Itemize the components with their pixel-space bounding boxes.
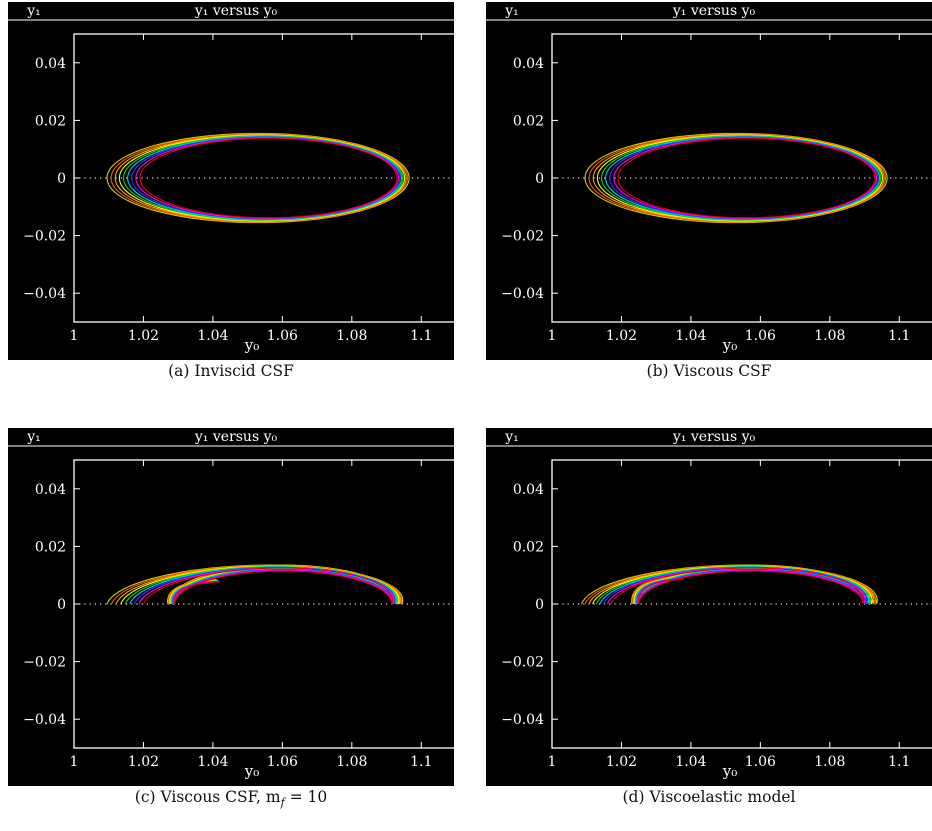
x-tick-label: 1.02 xyxy=(128,754,159,770)
trajectory-curve xyxy=(139,137,398,219)
chart-title: y₁ versus y₀ xyxy=(194,429,278,445)
x-tick-label: 1.06 xyxy=(745,754,776,770)
chart-title: y₁ versus y₀ xyxy=(194,3,278,19)
x-tick-label: 1.04 xyxy=(675,328,706,344)
x-tick-label: 1.08 xyxy=(336,754,367,770)
y-tick-label: 0 xyxy=(57,171,66,187)
trajectory-curves xyxy=(584,132,888,224)
x-tick-label: 1.06 xyxy=(267,328,298,344)
panel-a: y₁ y₁ versus y₀ 1 1.02 1.04 1.06 1.08 1.1 0.04 0.… xyxy=(8,2,454,405)
caption-c-main: (c) Viscous CSF, m xyxy=(134,788,281,806)
y-axis-label: y₁ xyxy=(26,3,41,19)
trajectory-curve xyxy=(131,136,401,220)
trajectory-curve xyxy=(129,566,397,605)
panel-c: y₁ y₁ versus y₀ 1 1.02 1.04 1.06 1.08 1.1 0.04 0.… xyxy=(8,428,454,831)
y-tick-label: −0.04 xyxy=(23,712,66,728)
x-tick-label: 1.1 xyxy=(410,754,432,770)
x-tick-label: 1 xyxy=(70,328,79,344)
x-tick-label: 1.06 xyxy=(745,328,776,344)
x-tick-label: 1 xyxy=(70,754,79,770)
trajectory-curve xyxy=(133,566,396,605)
trajectory-curve xyxy=(138,567,395,605)
caption-b: (b) Viscous CSF xyxy=(646,362,772,380)
caption-c: (c) Viscous CSF, mf = 10 xyxy=(8,788,454,809)
chart-c: y₁ y₁ versus y₀ 1 1.02 1.04 1.06 1.08 1.1 0.04 0.… xyxy=(8,428,454,786)
y-tick-label: 0.02 xyxy=(35,539,66,555)
x-tick-label: 1 xyxy=(548,328,557,344)
y-tick-label: −0.04 xyxy=(501,286,544,302)
y-tick-label: 0.04 xyxy=(513,56,544,72)
x-tick-label: 1.02 xyxy=(606,754,637,770)
caption-c-sub: f xyxy=(280,796,285,810)
trajectory-curves xyxy=(106,564,404,605)
caption-a: (a) Inviscid CSF xyxy=(168,362,294,380)
trajectory-curve xyxy=(118,134,406,222)
x-axis-label: y₀ xyxy=(244,762,260,780)
y-tick-label: 0.04 xyxy=(513,482,544,498)
y-tick-label: 0 xyxy=(535,171,544,187)
x-tick-label: 1.02 xyxy=(606,328,637,344)
plot-background xyxy=(8,2,454,360)
y-tick-label: 0.04 xyxy=(35,482,66,498)
trajectory-curves xyxy=(106,132,410,224)
caption-d: (d) Viscoelastic model xyxy=(622,788,796,806)
x-tick-label: 1.1 xyxy=(888,328,910,344)
y-tick-label: −0.02 xyxy=(501,655,544,671)
y-tick-label: 0.04 xyxy=(35,56,66,72)
x-tick-label: 1.08 xyxy=(814,754,845,770)
y-tick-label: −0.02 xyxy=(23,655,66,671)
x-tick-label: 1 xyxy=(548,754,557,770)
panel-d: y₁ y₁ versus y₀ 1 1.02 1.04 1.06 1.08 1.1 0.04 0.… xyxy=(486,428,932,831)
x-tick-label: 1.1 xyxy=(410,328,432,344)
y-axis-label: y₁ xyxy=(504,3,519,19)
plot-background xyxy=(486,2,932,360)
chart-d: y₁ y₁ versus y₀ 1 1.02 1.04 1.06 1.08 1.1 0.04 0.… xyxy=(486,428,932,786)
x-tick-label: 1.06 xyxy=(267,754,298,770)
x-tick-label: 1.1 xyxy=(888,754,910,770)
panel-b: y₁ y₁ versus y₀ 1 1.02 1.04 1.06 1.08 1.1 0.04 0.… xyxy=(486,2,932,405)
trajectory-curve xyxy=(599,566,870,605)
chart-title: y₁ versus y₀ xyxy=(672,429,756,445)
trajectory-curve xyxy=(106,132,410,224)
plot-background xyxy=(486,428,932,786)
trajectory-curve xyxy=(143,567,394,605)
y-tick-label: −0.04 xyxy=(23,286,66,302)
y-tick-label: 0.02 xyxy=(513,113,544,129)
x-axis-label: y₀ xyxy=(244,336,260,354)
y-tick-label: 0.02 xyxy=(35,113,66,129)
y-tick-label: −0.02 xyxy=(501,229,544,245)
trajectory-curve xyxy=(610,567,865,605)
trajectory-curve xyxy=(609,136,879,220)
trajectory-curve xyxy=(606,567,866,605)
x-tick-label: 1.02 xyxy=(128,328,159,344)
chart-a: y₁ y₁ versus y₀ 1 1.02 1.04 1.06 1.08 1.1 0.04 0.… xyxy=(8,2,454,360)
y-axis-label: y₁ xyxy=(26,429,41,445)
y-tick-label: 0.02 xyxy=(513,539,544,555)
x-tick-label: 1.04 xyxy=(197,328,228,344)
chart-title: y₁ versus y₀ xyxy=(672,3,756,19)
chart-b: y₁ y₁ versus y₀ 1 1.02 1.04 1.06 1.08 1.1 0.04 0.… xyxy=(486,2,932,360)
x-tick-label: 1.04 xyxy=(197,754,228,770)
caption-c-tail: = 10 xyxy=(284,788,328,806)
trajectory-curve xyxy=(617,137,876,219)
x-tick-label: 1.04 xyxy=(675,754,706,770)
trajectory-curve xyxy=(596,134,884,222)
y-tick-label: 0 xyxy=(535,597,544,613)
y-tick-label: −0.04 xyxy=(501,712,544,728)
plot-background xyxy=(8,428,454,786)
trajectory-curves xyxy=(581,564,878,605)
x-axis-label: y₀ xyxy=(722,336,738,354)
x-tick-label: 1.08 xyxy=(814,328,845,344)
trajectory-curve xyxy=(584,132,888,224)
y-tick-label: 0 xyxy=(57,597,66,613)
y-axis-label: y₁ xyxy=(504,429,519,445)
y-tick-label: −0.02 xyxy=(23,229,66,245)
x-tick-label: 1.08 xyxy=(336,328,367,344)
x-axis-label: y₀ xyxy=(722,762,738,780)
